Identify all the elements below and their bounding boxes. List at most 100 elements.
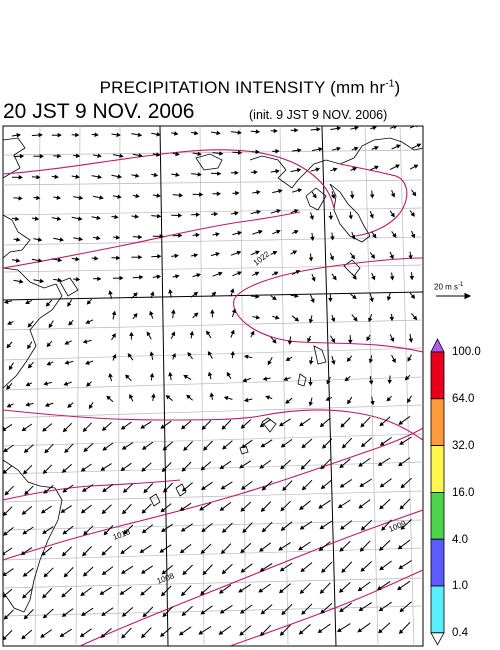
wind-vector-head	[82, 551, 87, 557]
wind-vector-head	[103, 530, 109, 536]
wind-vector-head	[3, 469, 8, 474]
wind-vector-head	[352, 275, 357, 280]
wind-vector-head	[219, 506, 225, 511]
wind-vector-head	[120, 425, 126, 430]
wind-vector-head	[261, 527, 267, 533]
wind-vector-head	[22, 594, 27, 599]
wind-vector-head	[360, 422, 365, 428]
wind-vector-head	[119, 590, 125, 595]
wind-vector-head	[155, 152, 161, 157]
wind-vector-head	[274, 315, 280, 320]
wind-vector-head	[138, 254, 143, 260]
wind-vector-head	[180, 424, 186, 430]
wind-vector-head	[369, 194, 375, 199]
wind-vector-head	[317, 628, 323, 633]
wind-vector-head	[40, 509, 46, 514]
major-grid	[3, 126, 423, 646]
wind-vector-head	[292, 250, 298, 255]
wind-vector-head	[99, 195, 104, 200]
wind-vector-head	[240, 485, 246, 490]
wind-vector-head	[353, 316, 358, 322]
wind-vector-head	[178, 213, 183, 218]
wind-vector-head	[332, 275, 337, 281]
wind-reference-label: 20 m s-1	[434, 282, 464, 292]
wind-vector-head	[340, 423, 345, 428]
wind-vector-head	[3, 635, 7, 641]
wind-vector-head	[293, 230, 299, 235]
wind-vector-head	[255, 250, 260, 255]
colorbar-segment	[430, 538, 445, 587]
wind-vector-head	[369, 297, 374, 303]
wind-vector-head	[116, 255, 121, 261]
wind-vector-head	[142, 612, 148, 618]
wind-vector-head	[398, 420, 404, 425]
wind-vector-head	[97, 174, 103, 180]
wind-vector-head	[7, 320, 12, 325]
wind-vector-head	[62, 530, 68, 535]
wind-vector-head	[163, 488, 168, 493]
wind-vector-head	[3, 593, 7, 598]
wind-vector-head	[19, 279, 24, 284]
colorbar-label: 16.0	[452, 487, 475, 499]
wind-vector-head	[86, 300, 92, 305]
colorbar-label: 4.0	[452, 534, 468, 546]
wind-vector-head	[330, 338, 336, 344]
wind-vector-head	[301, 443, 307, 449]
wind-vector-head	[24, 490, 29, 496]
wind-vector-head	[3, 571, 7, 577]
wind-vector-head	[198, 630, 204, 635]
wind-vector-head	[351, 234, 356, 240]
wind-vector-head	[278, 546, 283, 551]
wind-vector-head	[161, 527, 166, 532]
wind-vector-head	[61, 468, 67, 473]
wind-vector-head	[180, 591, 186, 597]
wind-vector-head	[357, 628, 362, 633]
wind-vector-head	[354, 126, 359, 131]
wind-vector-head	[300, 465, 306, 470]
wind-vector-head	[27, 363, 33, 369]
wind-vector-head	[140, 591, 145, 596]
wind-vector-head	[255, 294, 260, 299]
wind-vector-head	[203, 446, 208, 451]
wind-vector-head	[182, 570, 187, 576]
wind-vector-head	[221, 425, 227, 430]
wind-vector-head	[36, 174, 41, 180]
wind-vector-head	[320, 484, 326, 490]
wind-vector-head	[378, 628, 383, 634]
wind-vector-head	[15, 237, 21, 242]
wind-vector-head	[19, 153, 25, 159]
wind-vector-head	[3, 447, 9, 453]
wind-vector-head	[328, 215, 334, 221]
wind-vector-head	[201, 425, 207, 430]
wind-vector-head	[127, 353, 132, 358]
wind-vector-head	[369, 213, 374, 219]
wind-vector-head	[54, 174, 59, 179]
wind-vector-head	[348, 215, 353, 220]
wind-vector-head	[43, 381, 48, 386]
wind-vector-head	[64, 340, 70, 345]
wind-vector-head	[379, 421, 385, 427]
wind-vector-head	[283, 376, 288, 381]
wind-vector-head	[25, 299, 30, 305]
wind-vector-head	[398, 461, 403, 467]
wind-vector-head	[100, 466, 106, 471]
wind-vector-head	[27, 322, 33, 328]
wind-vector-head	[195, 232, 200, 238]
wind-vector-head	[174, 253, 179, 259]
wind-vector-head	[386, 296, 392, 301]
wind-vector-head	[377, 585, 382, 591]
wind-vector-head	[320, 464, 325, 470]
wind-vector-head	[404, 375, 410, 381]
wind-vector-head	[230, 350, 235, 356]
wind-vector-head	[3, 531, 8, 536]
wind-vector-head	[234, 170, 239, 176]
wind-vector-head	[409, 275, 415, 281]
wind-vector-head	[16, 133, 21, 138]
wind-vector-head	[280, 506, 285, 512]
wind-vector-head	[129, 331, 134, 336]
wind-vector-head	[83, 447, 89, 453]
wind-vector-head	[379, 483, 385, 488]
wind-vector-head	[272, 338, 277, 344]
wind-vector-head	[149, 372, 155, 378]
wind-vector-head	[396, 144, 401, 149]
